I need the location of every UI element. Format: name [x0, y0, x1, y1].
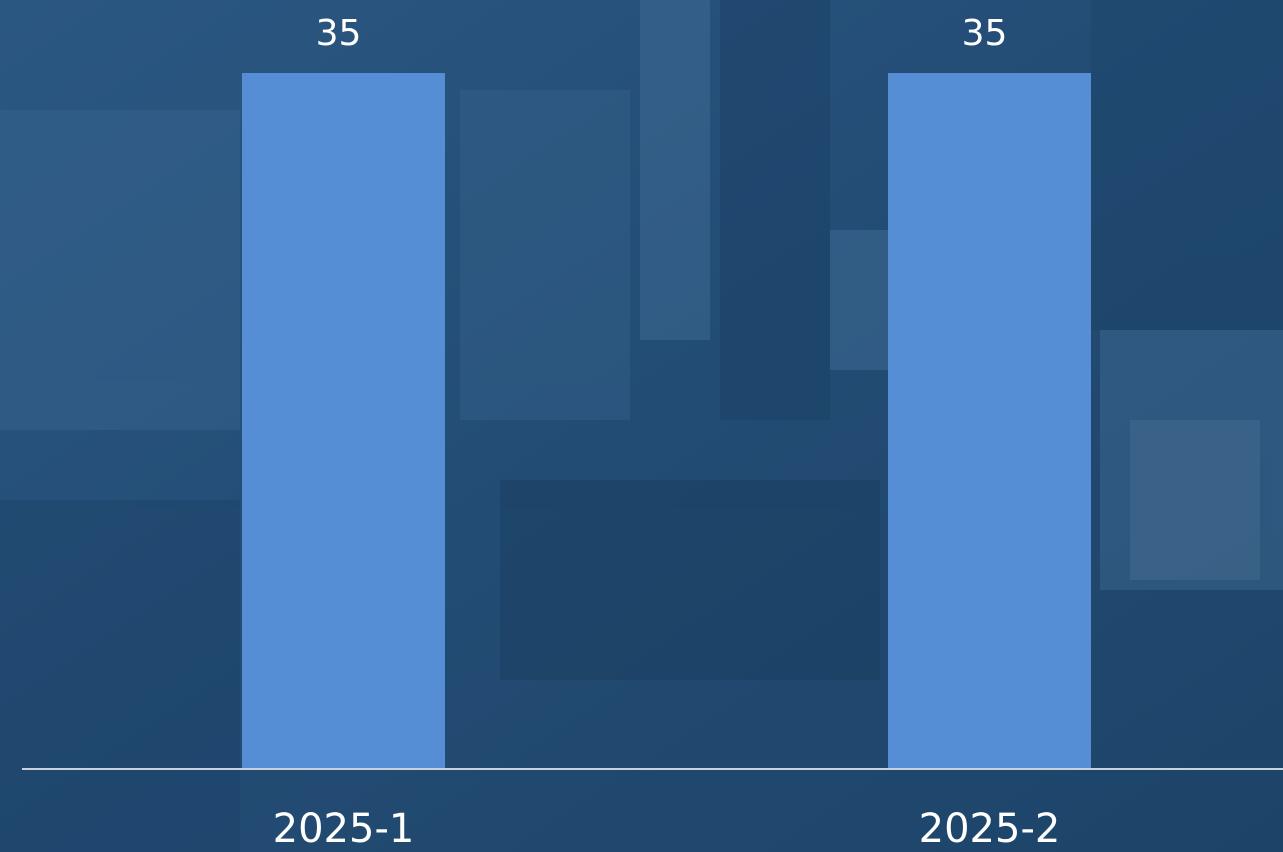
data-label: 35 [962, 13, 1008, 54]
bar [242, 73, 445, 768]
page: 352025-1352025-2 (() => { const data = J… [0, 0, 1283, 852]
data-label: 35 [316, 13, 362, 54]
x-tick-label: 2025-1 [273, 806, 415, 852]
chart: 35 2025-1 35 2025-2 [0, 0, 1283, 852]
x-tick-label: 2025-2 [919, 806, 1061, 852]
bar [888, 73, 1091, 768]
